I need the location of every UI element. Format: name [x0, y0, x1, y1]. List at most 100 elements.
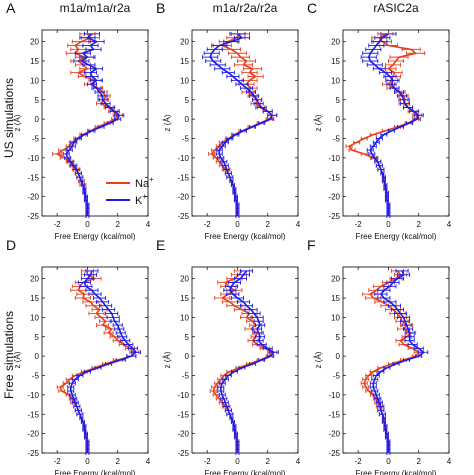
series-line — [209, 33, 274, 216]
row-label-free: Free simulations — [2, 311, 16, 399]
y-tick-label: -10 — [328, 154, 340, 163]
panel-title: m1a/m1a/r2a — [60, 1, 131, 15]
x-tick-label: 4 — [296, 457, 301, 466]
y-tick-label: 5 — [35, 333, 40, 342]
y-tick-label: -5 — [333, 372, 341, 381]
legend: Na+ K+ — [106, 175, 154, 207]
y-tick-label: 10 — [180, 313, 189, 322]
y-tick-label: -10 — [177, 391, 189, 400]
y-tick-label: 15 — [30, 294, 39, 303]
y-axis-label: z (Å) — [314, 351, 323, 368]
series-line — [70, 270, 137, 453]
x-tick-label: 2 — [115, 220, 120, 229]
y-tick-label: 20 — [180, 275, 189, 284]
panel-letter: A — [6, 0, 16, 16]
panel-letter: C — [307, 0, 317, 16]
y-tick-label: -25 — [27, 449, 39, 458]
y-axis-label: z (Å) — [314, 114, 323, 131]
x-tick-label: 2 — [265, 457, 270, 466]
axes-frame — [191, 29, 299, 217]
y-tick-label: 10 — [331, 313, 340, 322]
y-tick-label: -20 — [328, 193, 340, 202]
y-tick-label: 10 — [180, 76, 189, 85]
panel-title: rASIC2a — [373, 1, 419, 15]
x-tick-label: -2 — [54, 220, 62, 229]
y-tick-label: -20 — [27, 193, 39, 202]
y-tick-label: 5 — [185, 333, 190, 342]
x-axis-label: Free Energy (kcal/mol) — [55, 232, 136, 241]
x-axis-label: Free Energy (kcal/mol) — [205, 232, 286, 241]
y-tick-label: -25 — [27, 212, 39, 221]
x-axis-label: Free Energy (kcal/mol) — [55, 469, 136, 475]
y-tick-label: 15 — [331, 294, 340, 303]
x-tick-label: 4 — [146, 220, 151, 229]
x-tick-label: 0 — [85, 220, 90, 229]
x-tick-label: 2 — [416, 220, 421, 229]
y-tick-label: -10 — [27, 154, 39, 163]
y-tick-label: 15 — [331, 57, 340, 66]
x-tick-label: 0 — [85, 457, 90, 466]
legend-k-label: K+ — [135, 192, 147, 207]
axes-frame — [342, 29, 450, 217]
x-tick-label: 2 — [115, 457, 120, 466]
x-tick-label: 0 — [235, 220, 240, 229]
y-tick-label: -25 — [328, 212, 340, 221]
series-k — [217, 268, 279, 455]
panel-letter: D — [6, 237, 16, 253]
x-tick-label: 2 — [265, 220, 270, 229]
series-k — [67, 268, 141, 455]
y-tick-label: -15 — [27, 173, 39, 182]
x-tick-label: 4 — [447, 457, 452, 466]
axes-frame — [342, 266, 450, 454]
y-tick-label: 0 — [185, 352, 190, 361]
y-tick-label: 15 — [30, 57, 39, 66]
y-tick-label: 0 — [336, 352, 341, 361]
y-tick-label: -25 — [177, 212, 189, 221]
y-tick-label: -5 — [32, 372, 40, 381]
panel-letter: F — [307, 237, 316, 253]
x-tick-label: -2 — [355, 457, 363, 466]
x-tick-label: -2 — [54, 457, 62, 466]
y-tick-label: -15 — [328, 173, 340, 182]
y-tick-label: 20 — [331, 38, 340, 47]
axes-frame — [41, 266, 149, 454]
panel-letter: B — [156, 0, 165, 16]
y-tick-label: 5 — [35, 96, 40, 105]
axes-frame — [191, 266, 299, 454]
x-tick-label: -2 — [355, 220, 363, 229]
y-tick-label: -20 — [177, 430, 189, 439]
series-k — [369, 268, 429, 455]
row-label-us: US simulations — [2, 78, 16, 158]
y-axis-label: z (Å) — [163, 114, 172, 131]
y-tick-label: 20 — [30, 38, 39, 47]
y-tick-label: 0 — [336, 115, 341, 124]
panel-letter: E — [156, 237, 165, 253]
y-tick-label: 5 — [185, 96, 190, 105]
y-tick-label: 20 — [331, 275, 340, 284]
y-tick-label: -5 — [182, 372, 190, 381]
y-axis-label: z (Å) — [163, 351, 172, 368]
x-axis-label: Free Energy (kcal/mol) — [356, 469, 437, 475]
y-tick-label: 5 — [336, 96, 341, 105]
x-tick-label: 4 — [146, 457, 151, 466]
y-tick-label: 20 — [180, 38, 189, 47]
series-line — [220, 270, 275, 453]
y-tick-label: 0 — [35, 115, 40, 124]
series-na — [208, 31, 278, 218]
y-tick-label: -5 — [182, 135, 190, 144]
y-tick-label: -20 — [27, 430, 39, 439]
y-tick-label: -15 — [177, 173, 189, 182]
y-tick-label: 10 — [30, 76, 39, 85]
x-tick-label: -2 — [204, 457, 212, 466]
y-tick-label: 20 — [30, 275, 39, 284]
series-line — [65, 33, 120, 216]
y-tick-label: 10 — [331, 76, 340, 85]
series-k — [62, 31, 125, 218]
panel-title: m1a/r2a/r2a — [213, 1, 278, 15]
